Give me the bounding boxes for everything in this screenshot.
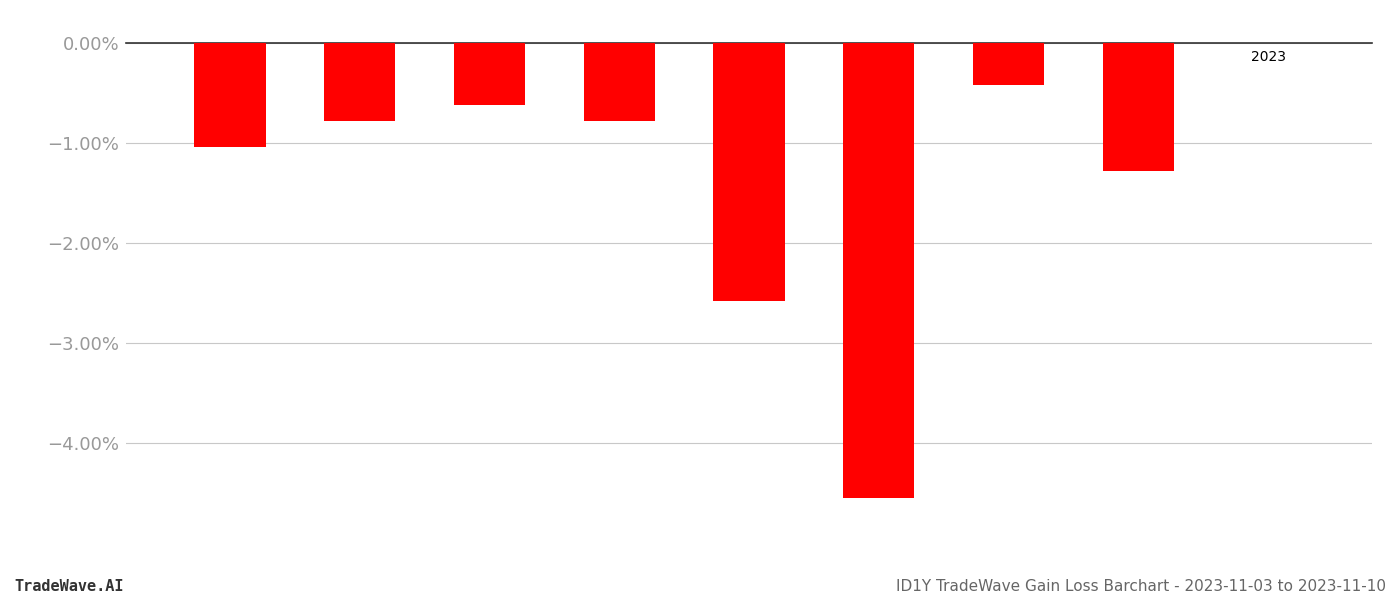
Bar: [323, 43, 395, 121]
Bar: [454, 43, 525, 105]
Bar: [584, 43, 655, 121]
Bar: [843, 43, 914, 498]
Bar: [1103, 43, 1175, 171]
Text: ID1Y TradeWave Gain Loss Barchart - 2023-11-03 to 2023-11-10: ID1Y TradeWave Gain Loss Barchart - 2023…: [896, 579, 1386, 594]
Bar: [195, 43, 266, 147]
Text: TradeWave.AI: TradeWave.AI: [14, 579, 123, 594]
Bar: [714, 43, 784, 301]
Bar: [973, 43, 1044, 85]
